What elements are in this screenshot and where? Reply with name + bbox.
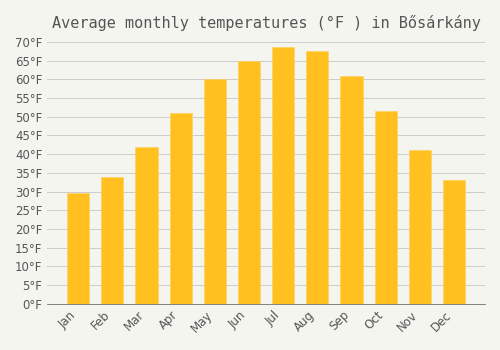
Bar [204,79,226,304]
Bar [443,180,465,304]
Bar [408,150,431,304]
Bar [102,176,124,304]
Bar [306,51,328,304]
Bar [374,111,397,304]
Title: Average monthly temperatures (°F ) in Bősárkány: Average monthly temperatures (°F ) in Bő… [52,15,480,31]
Bar [340,76,362,304]
Bar [67,193,90,304]
Bar [238,61,260,304]
Bar [272,48,294,304]
Bar [136,147,158,304]
Bar [170,113,192,304]
